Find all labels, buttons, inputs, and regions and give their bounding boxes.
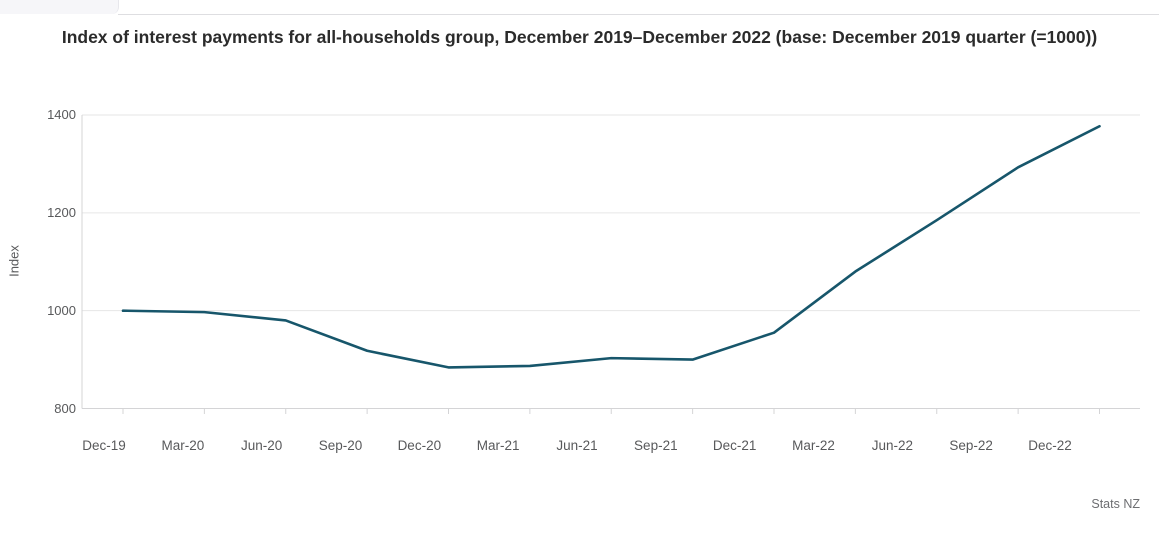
source-attribution: Stats NZ (1091, 497, 1140, 511)
x-axis-tick-label: Dec-20 (397, 438, 442, 453)
y-axis-tick-label: 800 (54, 400, 76, 416)
x-axis-tick-label: Jun-22 (871, 438, 913, 453)
y-axis-tick-label: 1200 (47, 204, 76, 220)
y-axis-tick-label: 1400 (47, 107, 76, 122)
x-axis-tick-label: Jun-21 (556, 438, 598, 453)
x-axis-tick-label: Mar-20 (161, 438, 205, 453)
x-axis-tick-label: Sep-20 (318, 438, 363, 453)
x-axis-tick-label: Dec-22 (1028, 438, 1072, 453)
x-axis-tick-label: Dec-19 (82, 438, 126, 453)
x-axis-tick-label: Sep-22 (949, 438, 993, 453)
tab-strip-divider (118, 14, 1159, 15)
x-axis-tick-label: Jun-20 (241, 438, 283, 453)
y-axis-title: Index (6, 245, 22, 277)
x-axis-tick-label: Mar-22 (792, 438, 835, 453)
x-axis-tick-label: Mar-21 (476, 438, 520, 453)
x-axis-tick-label: Dec-21 (712, 438, 757, 453)
chart-canvas (81, 114, 1140, 414)
chart-title: Index of interest payments for all-house… (61, 27, 1098, 47)
series-line (121, 124, 1101, 369)
browser-tab[interactable] (0, 0, 119, 14)
y-axis-tick-label: 1000 (47, 302, 76, 318)
x-axis-tick-label: Sep-21 (634, 438, 678, 453)
